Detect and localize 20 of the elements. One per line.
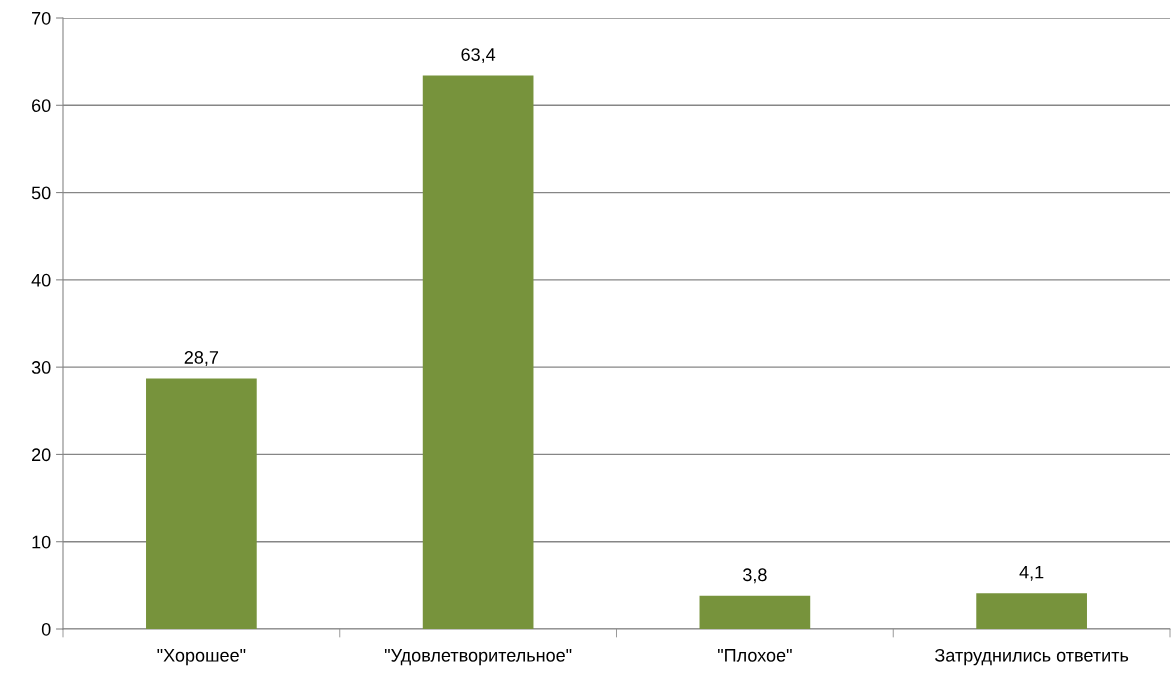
data-label: 4,1 <box>1019 565 1044 581</box>
bar <box>146 378 257 629</box>
y-tick-label: 30 <box>31 361 51 374</box>
y-tick-label: 70 <box>32 11 51 25</box>
y-tick-label: 0 <box>41 622 51 636</box>
data-label: 28,7 <box>184 351 219 366</box>
x-tick-label: "Хорошее" <box>157 649 246 666</box>
x-tick-label: Затруднились ответить <box>934 648 1129 666</box>
data-label: 63,4 <box>461 48 496 64</box>
y-tick-label: 60 <box>32 99 51 113</box>
y-tick-label: 10 <box>32 535 51 549</box>
y-tick-label: 50 <box>31 186 51 200</box>
x-tick-label: "Удовлетворительное" <box>384 649 572 666</box>
bar <box>699 595 811 629</box>
y-tick-label: 20 <box>32 448 51 462</box>
bar <box>422 75 534 629</box>
data-label: 3,8 <box>743 568 767 584</box>
y-tick-label: 40 <box>31 273 51 287</box>
x-tick-label: "Плохое" <box>718 649 792 662</box>
bar <box>976 593 1087 629</box>
